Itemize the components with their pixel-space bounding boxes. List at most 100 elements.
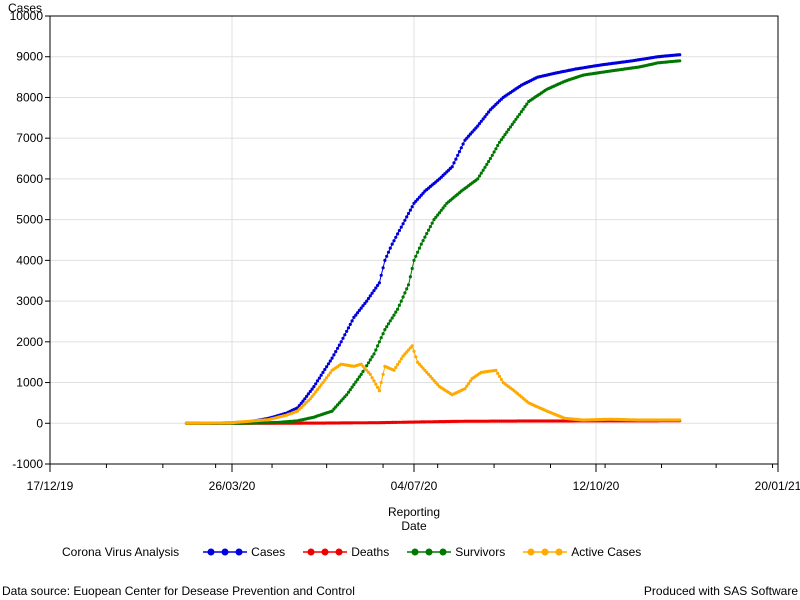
data-point-active-cases <box>467 382 471 386</box>
data-point-cases <box>392 239 396 243</box>
legend-swatch-active-cases <box>523 548 568 556</box>
data-point-survivors <box>356 377 360 382</box>
data-point-cases <box>348 322 352 326</box>
x-tick-label: 04/07/20 <box>391 479 438 493</box>
data-point-active-cases <box>497 374 502 378</box>
data-point-survivors <box>399 299 403 303</box>
data-point-cases <box>366 296 371 301</box>
data-point-cases <box>341 336 345 340</box>
data-point-survivors <box>401 295 405 299</box>
data-point-cases <box>459 146 463 150</box>
data-point-cases <box>332 353 336 357</box>
data-point-survivors <box>497 140 502 144</box>
data-point-survivors <box>408 275 412 279</box>
data-point-cases <box>388 246 392 250</box>
data-point-cases <box>477 122 482 126</box>
data-point-cases <box>357 308 361 312</box>
data-point-cases <box>394 235 398 239</box>
data-point-survivors <box>357 375 361 379</box>
data-point-survivors <box>494 147 498 151</box>
data-point-survivors <box>519 110 524 114</box>
data-point-cases <box>325 365 329 369</box>
y-tick-label: 6000 <box>16 172 43 186</box>
x-tick-label: 12/10/20 <box>573 479 620 493</box>
data-point-cases <box>481 117 485 121</box>
data-point-cases <box>323 367 327 372</box>
y-tick-label: 9000 <box>16 50 43 64</box>
data-point-active-cases <box>372 379 376 383</box>
y-axis-label: Cases <box>8 1 42 15</box>
data-point-survivors <box>372 352 376 356</box>
data-point-active-cases <box>428 374 432 378</box>
data-point-survivors <box>507 127 511 132</box>
data-point-survivors <box>334 405 338 409</box>
data-point-survivors <box>348 388 352 392</box>
data-point-active-cases <box>468 379 472 383</box>
data-point-cases <box>356 311 360 315</box>
data-point-survivors <box>423 235 427 239</box>
data-point-survivors <box>525 102 529 106</box>
data-point-cases <box>408 208 412 212</box>
data-point-active-cases <box>365 368 369 372</box>
data-point-active-cases <box>392 368 396 372</box>
data-point-survivors <box>503 133 507 137</box>
data-point-survivors <box>417 246 422 250</box>
data-point-cases <box>450 165 454 169</box>
data-point-survivors <box>343 395 347 399</box>
data-point-cases <box>377 281 381 285</box>
data-point-survivors <box>370 355 374 359</box>
x-tick-label: 26/03/20 <box>209 479 256 493</box>
data-point-survivors <box>496 143 500 148</box>
data-point-survivors <box>397 303 401 307</box>
series-line-survivors <box>186 60 680 424</box>
legend-item-deaths: Deaths <box>303 545 389 559</box>
data-point-survivors <box>352 383 356 387</box>
legend-label-deaths: Deaths <box>351 545 390 559</box>
data-point-cases <box>401 222 405 226</box>
data-point-active-cases <box>321 380 325 385</box>
data-point-survivors <box>365 364 369 368</box>
data-point-cases <box>397 228 401 233</box>
data-point-cases <box>339 340 343 344</box>
data-point-cases <box>345 329 349 333</box>
data-point-active-cases <box>308 397 312 401</box>
x-tick-label: 20/01/21 <box>755 479 800 493</box>
data-point-active-cases <box>434 380 438 385</box>
y-tick-label: 10000 <box>10 9 44 23</box>
data-point-active-cases <box>394 365 398 370</box>
data-point-survivors <box>678 59 682 63</box>
data-point-cases <box>457 150 462 154</box>
data-point-survivors <box>366 361 371 365</box>
data-point-survivors <box>430 221 434 225</box>
data-point-active-cases <box>374 382 378 386</box>
data-point-cases <box>379 273 383 277</box>
data-point-cases <box>405 215 409 219</box>
y-tick-label: 8000 <box>16 90 43 104</box>
data-point-cases <box>456 153 460 157</box>
data-point-survivors <box>330 409 334 413</box>
data-point-cases <box>385 254 389 258</box>
data-point-cases <box>299 401 303 405</box>
data-point-survivors <box>385 325 389 329</box>
data-point-survivors <box>523 105 527 109</box>
data-point-active-cases <box>417 362 422 366</box>
data-point-cases <box>334 350 338 354</box>
data-point-active-cases <box>361 364 365 368</box>
data-point-cases <box>315 379 320 383</box>
data-point-survivors <box>437 211 442 215</box>
data-point-active-cases <box>494 368 498 372</box>
series-line-active-cases <box>186 344 680 424</box>
data-point-active-cases <box>381 372 385 376</box>
legend-title: Corona Virus Analysis <box>62 545 180 559</box>
data-point-active-cases <box>376 385 380 389</box>
data-point-active-cases <box>425 370 429 374</box>
data-point-cases <box>343 333 347 337</box>
legend-swatch-survivors <box>407 548 452 556</box>
data-point-cases <box>361 304 365 308</box>
data-point-survivors <box>508 125 513 129</box>
data-point-cases <box>368 294 372 298</box>
data-point-survivors <box>354 380 358 384</box>
data-point-survivors <box>350 385 354 389</box>
data-point-active-cases <box>326 373 331 377</box>
data-point-cases <box>390 242 394 246</box>
